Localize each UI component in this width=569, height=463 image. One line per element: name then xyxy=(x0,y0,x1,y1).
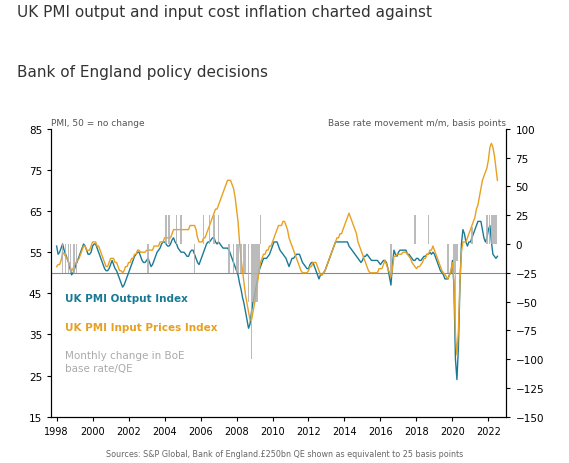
Bar xyxy=(180,216,182,244)
Bar xyxy=(258,244,259,273)
Bar xyxy=(166,216,167,244)
Bar xyxy=(213,216,215,244)
Bar xyxy=(72,244,74,273)
Bar xyxy=(69,244,71,273)
Text: Bank of England policy decisions: Bank of England policy decisions xyxy=(17,65,268,80)
Bar xyxy=(489,216,490,244)
Bar xyxy=(241,244,242,273)
Text: PMI, 50 = no change: PMI, 50 = no change xyxy=(51,119,145,127)
Bar xyxy=(253,244,254,302)
Bar xyxy=(62,244,63,273)
Bar xyxy=(390,244,391,273)
Bar xyxy=(209,216,210,244)
Bar xyxy=(236,244,237,273)
Bar xyxy=(453,244,455,273)
Bar xyxy=(65,244,66,273)
Bar xyxy=(414,216,415,244)
Bar xyxy=(456,244,457,262)
Bar xyxy=(176,216,177,244)
Bar xyxy=(455,244,456,319)
Text: Base rate movement m/m, basis points: Base rate movement m/m, basis points xyxy=(328,119,506,127)
Bar xyxy=(168,216,170,244)
Bar xyxy=(496,216,497,244)
Text: Monthly change in BoE
base rate/QE: Monthly change in BoE base rate/QE xyxy=(65,350,184,373)
Text: UK PMI output and input cost inflation charted against: UK PMI output and input cost inflation c… xyxy=(17,5,432,19)
Bar xyxy=(255,244,257,302)
Bar xyxy=(428,216,429,244)
Bar xyxy=(257,244,258,302)
Bar xyxy=(260,216,261,244)
Text: UK PMI Output Index: UK PMI Output Index xyxy=(65,293,188,303)
Bar xyxy=(245,244,246,273)
Bar xyxy=(244,244,245,273)
Bar xyxy=(254,244,255,302)
Bar xyxy=(491,216,492,244)
Bar xyxy=(203,216,204,244)
Bar xyxy=(74,244,75,273)
Bar xyxy=(248,244,249,302)
Bar xyxy=(492,216,493,244)
Bar xyxy=(228,244,230,273)
Bar xyxy=(486,216,488,244)
Bar xyxy=(494,216,495,244)
Bar xyxy=(218,216,219,244)
Bar xyxy=(471,227,472,244)
Bar xyxy=(147,244,149,273)
Bar xyxy=(194,244,195,273)
Bar xyxy=(237,244,238,273)
Bar xyxy=(233,244,234,273)
Bar xyxy=(76,244,77,273)
Text: Sources: S&P Global, Bank of England.£250bn QE shown as equivalent to 25 basis p: Sources: S&P Global, Bank of England.£25… xyxy=(106,450,463,458)
Bar xyxy=(251,244,252,359)
Bar xyxy=(447,244,448,273)
Bar xyxy=(68,244,69,273)
Text: UK PMI Input Prices Index: UK PMI Input Prices Index xyxy=(65,322,217,332)
